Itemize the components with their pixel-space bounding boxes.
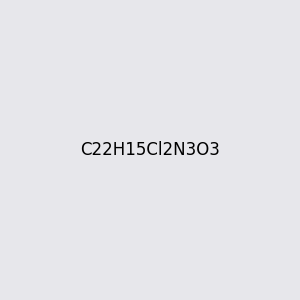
Text: C22H15Cl2N3O3: C22H15Cl2N3O3	[80, 141, 220, 159]
